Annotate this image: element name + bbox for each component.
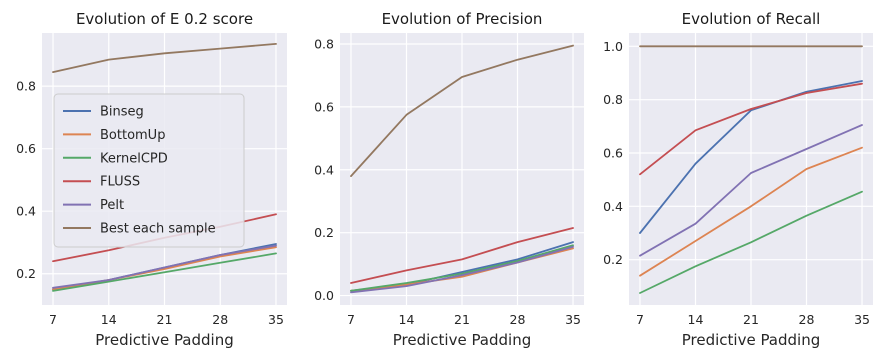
y-tick-label: 0.6 [16,141,36,156]
series-line-pelt [639,124,863,257]
chart-panel-3: 0.2 0.4 0.6 0.8 1.0 7 14 21 28 35 Evolution of Rec… [603,10,873,348]
y-tick-label: 0.2 [16,266,36,281]
series-line-best-each-sample [52,43,277,73]
legend-entry-label: Pelt [100,198,124,213]
series-line-best-each-sample [350,44,574,178]
x-axis-label: Predictive Padding [393,331,532,348]
x-tick-label: 35 [268,312,284,327]
series-line-pelt [350,245,574,294]
x-tick-label: 21 [743,312,759,327]
y-tick-label: 0.4 [16,204,36,219]
x-tick-label: 35 [854,312,870,327]
y-tick-label: 0.8 [314,37,334,52]
x-tick-label: 28 [212,312,228,327]
series-line-bottomup [639,146,863,277]
x-tick-label: 21 [157,312,173,327]
y-tick-label: 1.0 [603,39,623,54]
x-axis-label: Predictive Padding [95,331,234,348]
x-tick-label: 14 [101,312,117,327]
y-tick-label: 0.0 [314,288,334,303]
x-tick-label: 28 [510,312,526,327]
x-tick-label: 7 [636,312,644,327]
x-tick-label: 14 [399,312,415,327]
y-tick-label: 0.2 [603,252,623,267]
x-tick-label: 28 [799,312,815,327]
chart-panel-2: 0.0 0.2 0.4 0.6 0.8 7 14 21 28 35 Evolution of Pre… [314,10,584,348]
chart-title: Evolution of Precision [382,10,543,28]
x-tick-label: 7 [347,312,355,327]
y-tick-label: 0.2 [314,225,334,240]
y-tick-label: 0.4 [314,162,334,177]
y-tick-label: 0.4 [603,199,623,214]
series-line-fluss [350,227,574,284]
series-line-binseg [639,80,863,234]
x-tick-label: 7 [49,312,57,327]
series-line-fluss [639,82,863,176]
series-line-kernelcpd [52,252,277,292]
series-line-kernelcpd [639,190,863,294]
series-line-kernelcpd [350,244,574,292]
y-tick-label: 0.6 [603,146,623,161]
chart-title: Evolution of E 0.2 score [76,10,253,28]
legend-entry-label: Best each sample [100,222,216,237]
x-tick-label: 21 [454,312,470,327]
legend-box [53,93,245,248]
y-tick-label: 0.8 [603,92,623,107]
x-tick-label: 14 [688,312,704,327]
legend-entry-label: KernelCPD [100,151,168,166]
series-line-pelt [52,244,277,289]
x-axis-label: Predictive Padding [682,331,821,348]
legend-entry-label: Binseg [100,105,144,120]
chart-title: Evolution of Recall [682,10,821,28]
legend: Binseg BottomUp KernelCPD FLUSS Pelt Best eac… [53,93,245,248]
x-tick-label: 35 [565,312,581,327]
y-tick-label: 0.6 [314,99,334,114]
y-tick-label: 0.8 [16,79,36,94]
legend-entry-label: BottomUp [100,128,165,143]
legend-entry-label: FLUSS [100,175,140,190]
